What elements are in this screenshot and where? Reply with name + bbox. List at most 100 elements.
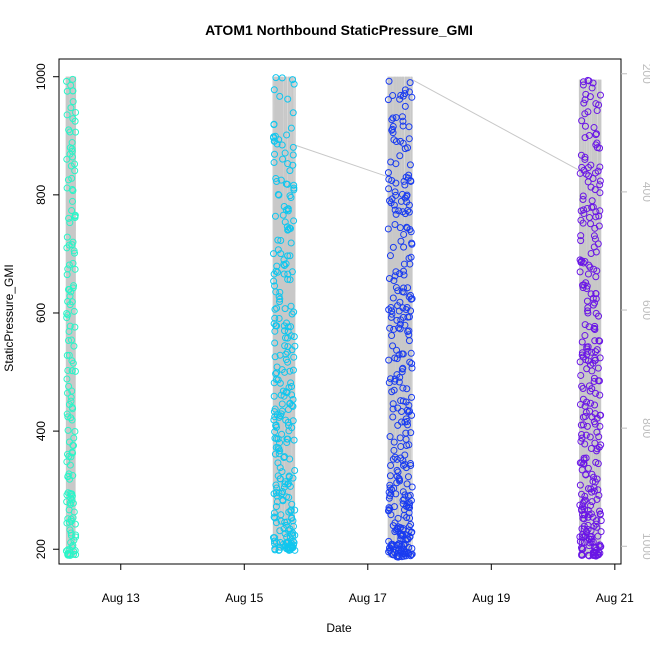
data-point: [581, 492, 589, 500]
data-point: [586, 263, 594, 271]
data-point: [392, 210, 400, 218]
data-point: [385, 494, 393, 502]
data-point: [597, 517, 605, 525]
data-point: [285, 493, 293, 501]
data-point: [592, 248, 600, 256]
data-point: [284, 205, 292, 213]
data-point: [275, 450, 283, 458]
data-point: [403, 480, 411, 488]
data-point: [587, 502, 595, 510]
data-point: [276, 527, 284, 535]
data-point: [596, 510, 604, 518]
data-point: [68, 241, 76, 249]
data-point: [396, 152, 404, 160]
data-point: [277, 410, 285, 418]
data-point: [396, 320, 404, 328]
data-point: [577, 371, 585, 379]
data-point: [271, 339, 279, 347]
data-point: [281, 149, 289, 157]
data-point: [66, 461, 74, 469]
data-point: [69, 98, 77, 106]
data-point: [400, 284, 408, 292]
data-point: [596, 507, 604, 515]
data-point: [386, 472, 394, 480]
data-point: [584, 304, 592, 312]
data-point: [406, 161, 414, 169]
data-point: [407, 429, 415, 437]
data-point: [65, 337, 73, 344]
data-point: [70, 536, 78, 544]
data-point: [290, 217, 298, 225]
data-point: [579, 81, 587, 89]
data-point: [64, 450, 72, 458]
data-point: [394, 514, 402, 522]
data-point: [271, 434, 279, 442]
data-point: [577, 232, 585, 240]
data-point: [581, 155, 589, 163]
data-point: [64, 176, 72, 184]
data-point: [276, 351, 284, 359]
data-point: [403, 418, 411, 426]
data-point: [392, 284, 400, 292]
data-point: [580, 456, 588, 464]
data-point: [387, 490, 395, 498]
data-point: [283, 435, 291, 443]
data-point: [393, 371, 401, 379]
data-point: [405, 337, 413, 345]
data-point: [69, 75, 77, 83]
data-point: [72, 551, 80, 559]
data-point: [387, 540, 395, 548]
data-point: [583, 297, 591, 305]
data-point: [286, 455, 294, 463]
data-point: [276, 295, 284, 303]
data-point: [389, 114, 397, 122]
y-axis: 200 400 600 800 1000: [34, 63, 59, 559]
data-point: [391, 188, 399, 196]
data-point: [64, 389, 72, 397]
data-point: [272, 322, 280, 330]
data-point: [70, 307, 78, 315]
data-point: [274, 268, 281, 276]
data-point: [576, 481, 584, 489]
data-point: [397, 454, 405, 462]
data-point: [270, 509, 278, 517]
data-point: [273, 369, 281, 377]
data-point: [275, 314, 283, 322]
data-point: [284, 95, 292, 103]
data-point: [577, 237, 585, 245]
data-point: [405, 407, 413, 415]
data-point: [387, 461, 395, 469]
data-point: [289, 417, 297, 425]
data-point: [388, 125, 396, 133]
data-point: [289, 474, 297, 482]
data-point: [594, 486, 602, 494]
data-point: [287, 379, 295, 387]
data-point: [405, 327, 413, 335]
data-point: [67, 336, 75, 344]
data-point: [399, 496, 407, 504]
right-y-tick-label: 400: [640, 182, 650, 202]
data-point: [399, 488, 407, 496]
data-point: [71, 427, 79, 435]
data-point: [66, 301, 74, 309]
data-point: [583, 282, 591, 290]
data-point: [591, 401, 599, 409]
data-point: [596, 177, 604, 185]
data-point: [289, 151, 297, 159]
data-point: [592, 348, 600, 356]
data-point: [402, 464, 410, 472]
data-point: [582, 528, 590, 536]
data-point: [578, 117, 586, 125]
data-point: [581, 153, 589, 161]
data-point: [275, 489, 283, 497]
data-point: [407, 177, 415, 185]
data-point: [406, 291, 414, 299]
data-point: [284, 252, 292, 260]
data-point: [408, 483, 416, 491]
data-point: [581, 321, 589, 329]
data-point: [385, 356, 393, 364]
data-point: [588, 488, 596, 496]
data-point: [65, 285, 73, 293]
data-point: [592, 141, 600, 149]
data-point: [400, 177, 408, 185]
